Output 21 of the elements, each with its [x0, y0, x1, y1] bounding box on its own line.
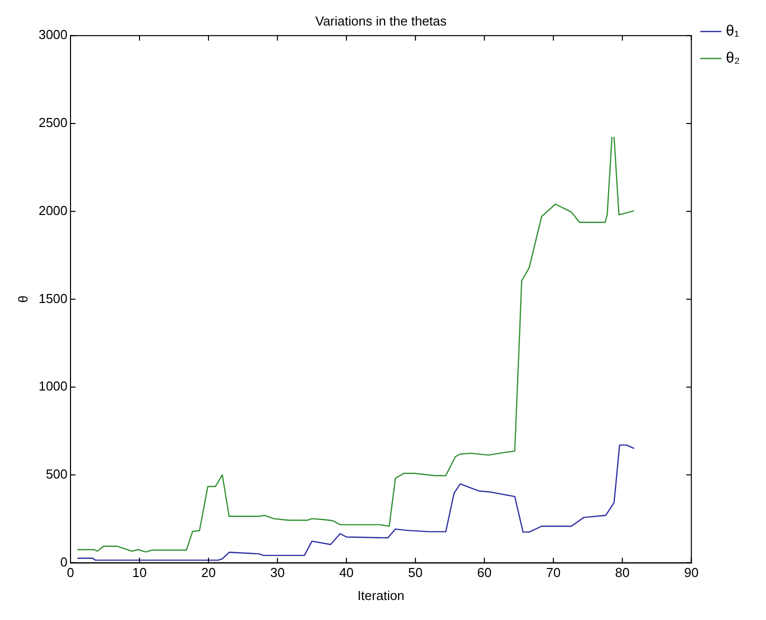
y-tick-label: 1000: [38, 378, 68, 394]
legend-label: θ₁: [726, 22, 740, 40]
x-axis-title: Iteration: [357, 588, 404, 603]
legend-label: θ₂: [726, 50, 740, 67]
x-tick-label: 30: [270, 565, 285, 580]
y-tick-label: 0: [60, 554, 68, 570]
y-tick-label: 1500: [38, 290, 68, 306]
x-tick-label: 90: [684, 565, 699, 580]
x-tick-label: 60: [477, 565, 492, 580]
y-tick-label: 2000: [38, 202, 68, 218]
x-tick-label: 70: [546, 565, 561, 580]
y-tick-label: 500: [46, 466, 68, 482]
x-tick-label: 50: [408, 565, 423, 580]
y-tick-label: 2500: [38, 115, 68, 130]
x-tick-label: 80: [615, 565, 630, 580]
x-tick-label: 40: [339, 565, 354, 580]
x-tick-label: 20: [201, 565, 216, 580]
y-tick-label: 3000: [38, 27, 68, 42]
chart-title: Variations in the thetas: [315, 13, 448, 28]
y-axis-title: θ: [15, 296, 30, 303]
x-tick-label: 10: [132, 565, 147, 580]
